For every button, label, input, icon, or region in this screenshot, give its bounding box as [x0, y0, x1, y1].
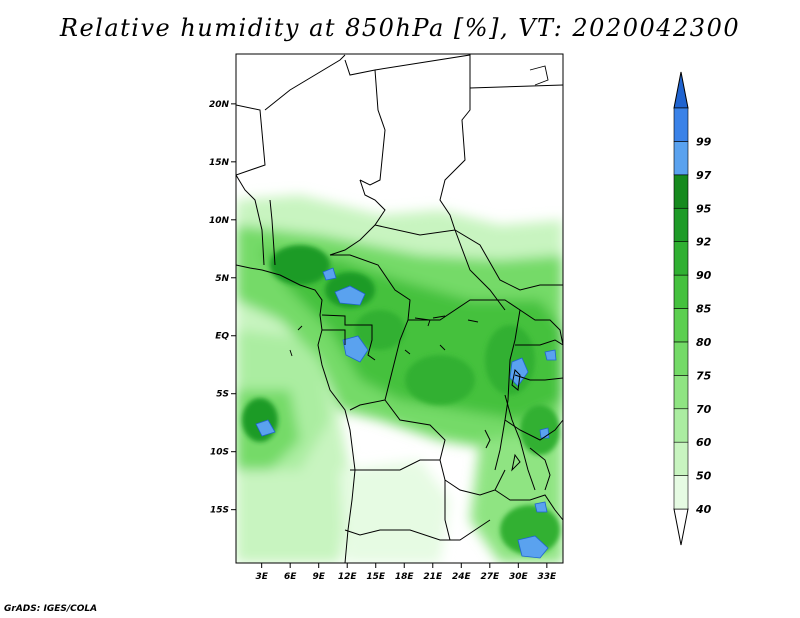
- lat-tick-label: 20N: [209, 100, 230, 110]
- lon-tick-label: 12E: [338, 572, 358, 582]
- colorbar-label: 70: [696, 403, 712, 416]
- colorbar-label: 50: [696, 470, 712, 483]
- latitude-axis: 20N 15N 10N 5N EQ 5S 10S 15S: [209, 100, 236, 516]
- lat-tick-label: 5N: [215, 274, 229, 284]
- lon-tick-label: 30E: [509, 572, 529, 582]
- lon-tick-label: 27E: [480, 572, 500, 582]
- lon-tick-label: 6E: [284, 572, 297, 582]
- lon-tick-label: 24E: [452, 572, 472, 582]
- lon-tick-label: 15E: [366, 572, 386, 582]
- map-plot-area: [236, 54, 563, 563]
- colorbar-box: [673, 174, 689, 209]
- colorbar-box: [673, 241, 689, 276]
- colorbar-box: [673, 141, 689, 176]
- lon-tick-label: 3E: [255, 572, 268, 582]
- map-frame: [235, 53, 564, 564]
- colorbar-box: [673, 207, 689, 242]
- colorbar-box: [673, 375, 689, 410]
- grads-credit: GrADS: IGES/COLA: [4, 604, 98, 614]
- lat-tick-label: 10N: [209, 216, 230, 226]
- lon-tick-label: 9E: [312, 572, 325, 582]
- colorbar-label: 40: [695, 503, 712, 516]
- lat-tick-label: 15N: [209, 158, 230, 168]
- map-title: Relative humidity at 850hPa [%], VT: 202…: [59, 14, 741, 42]
- lat-tick-label: 15S: [210, 506, 229, 516]
- colorbar-label: 99: [696, 135, 712, 148]
- colorbar-label: 75: [696, 369, 712, 382]
- colorbar-label: 85: [696, 303, 712, 316]
- coast-details: [289, 65, 549, 357]
- humidity-zone-south: [340, 460, 450, 563]
- colorbar-box: [673, 308, 689, 343]
- colorbar: 40 50 60 70 75 80 85 90 92 95 97 99: [673, 71, 712, 546]
- colorbar-box: [673, 341, 689, 376]
- colorbar-box: [673, 475, 689, 510]
- lon-tick-label: 18E: [395, 572, 415, 582]
- colorbar-label: 97: [696, 169, 712, 182]
- lat-tick-label: 10S: [210, 448, 229, 458]
- lon-tick-label: 21E: [423, 572, 443, 582]
- colorbar-bottom-arrow: [673, 508, 689, 546]
- lat-tick-label: EQ: [215, 332, 229, 342]
- colorbar-label: 80: [696, 336, 712, 349]
- colorbar-label: 90: [696, 269, 712, 282]
- colorbar-top-arrow: [673, 71, 689, 109]
- colorbar-box: [673, 441, 689, 476]
- colorbar-box: [673, 408, 689, 443]
- longitude-axis: 3E 6E 9E 12E 15E 18E 21E 24E 27E 30E 33E: [255, 563, 557, 582]
- colorbar-box: [673, 107, 689, 142]
- lat-tick-label: 5S: [216, 390, 229, 400]
- colorbar-box: [673, 274, 689, 309]
- colorbar-label: 92: [696, 236, 712, 249]
- lon-tick-label: 33E: [537, 572, 557, 582]
- colorbar-label: 60: [696, 436, 712, 449]
- country-borders: [236, 54, 563, 563]
- colorbar-label: 95: [696, 202, 712, 215]
- saturated-spots: [255, 267, 557, 559]
